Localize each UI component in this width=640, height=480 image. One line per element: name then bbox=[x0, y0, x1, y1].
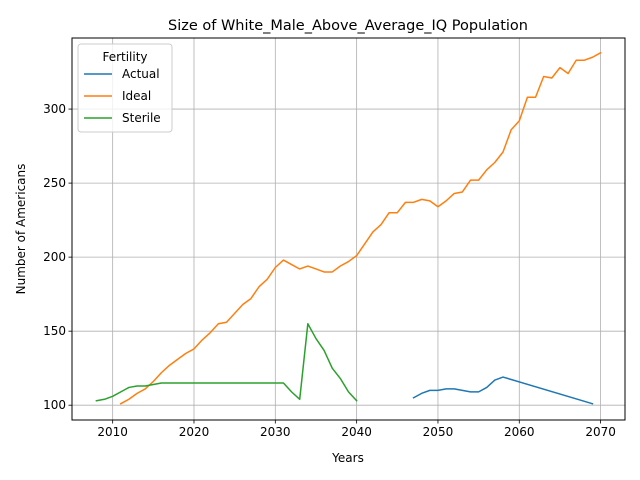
legend-label-ideal: Ideal bbox=[122, 89, 151, 103]
legend-entries: Actual Ideal Sterile bbox=[84, 67, 161, 125]
y-tick-label: 100 bbox=[43, 398, 66, 412]
chart-title: Size of White_Male_Above_Average_IQ Popu… bbox=[168, 18, 528, 34]
series-line-ideal bbox=[119, 51, 602, 405]
y-tick-label: 300 bbox=[43, 102, 66, 116]
series-lines bbox=[95, 51, 602, 405]
y-tick-label: 250 bbox=[43, 176, 66, 190]
x-tick-label: 2020 bbox=[179, 425, 210, 439]
y-axis-label: Number of Americans bbox=[14, 164, 28, 295]
x-axis-label: Years bbox=[331, 451, 364, 465]
legend-title: Fertility bbox=[102, 50, 147, 64]
x-tick-label: 2060 bbox=[504, 425, 535, 439]
plot-area-frame bbox=[71, 37, 626, 421]
legend-label-actual: Actual bbox=[122, 67, 160, 81]
x-tick-label: 2040 bbox=[341, 425, 372, 439]
x-tick-label: 2070 bbox=[585, 425, 616, 439]
series-line-actual bbox=[412, 376, 594, 405]
x-tick-label: 2050 bbox=[423, 425, 454, 439]
legend-box bbox=[77, 43, 173, 133]
gridlines bbox=[72, 38, 625, 420]
legend-label-sterile: Sterile bbox=[122, 111, 161, 125]
x-tick-label: 2030 bbox=[260, 425, 291, 439]
series-line-sterile bbox=[95, 323, 358, 402]
legend: Fertility Actual Ideal Sterile bbox=[77, 43, 173, 133]
axis-ticks: 2010 2020 2030 2040 2050 2060 2070 100 150 200 250… bbox=[43, 102, 616, 439]
x-tick-label: 2010 bbox=[97, 425, 128, 439]
y-tick-label: 200 bbox=[43, 250, 66, 264]
y-tick-label: 150 bbox=[43, 324, 66, 338]
